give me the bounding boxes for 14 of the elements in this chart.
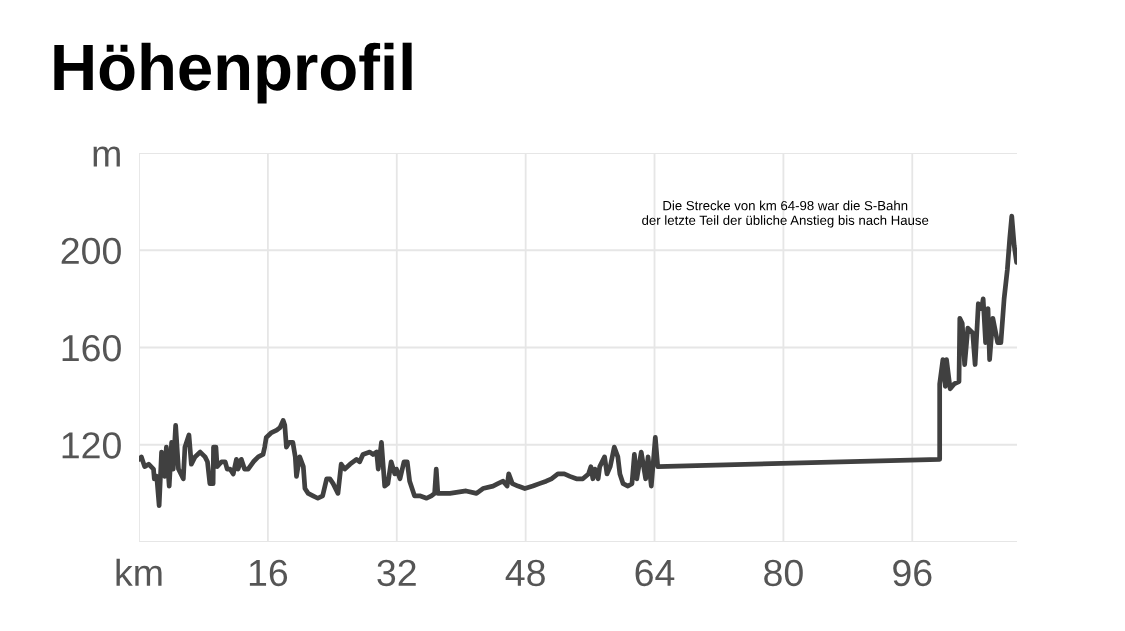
y-tick-label: 160 — [62, 334, 121, 362]
chart-title: Höhenprofil — [54, 42, 412, 104]
x-tick-label: km — [116, 558, 162, 586]
y-tick-label: 200 — [61, 237, 121, 265]
x-tick-label: 64 — [635, 559, 675, 587]
x-tick-label: 16 — [249, 559, 288, 587]
y-tick-label: 120 — [62, 432, 121, 459]
x-tick-label: 80 — [764, 559, 803, 587]
line-series — [139, 213, 1017, 508]
x-tick-label: 32 — [377, 559, 416, 587]
x-tick-label: 96 — [893, 559, 932, 587]
y-tick-label: m — [93, 146, 120, 167]
x-tick-label: 48 — [505, 559, 545, 587]
annotation: Die Strecke von km 64-98 war die S-Bahn der letzte Teil der übliche Anstieg bis nach Hause — [642, 200, 929, 228]
